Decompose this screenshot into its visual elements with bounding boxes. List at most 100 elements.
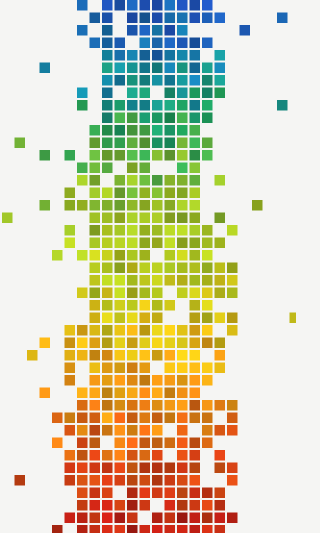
- pixel-tile: [115, 438, 126, 449]
- pixel-tile: [202, 300, 213, 311]
- pixel-tile: [202, 513, 213, 524]
- pixel-tile: [90, 388, 101, 399]
- pixel-tile: [115, 213, 126, 224]
- pixel-tile: [177, 463, 188, 474]
- pixel-tile: [127, 125, 138, 136]
- pixel-tile: [115, 150, 126, 161]
- pixel-tile: [152, 150, 163, 161]
- pixel-tile: [177, 125, 188, 136]
- pixel-tile: [152, 313, 163, 324]
- pixel-tile: [177, 400, 188, 411]
- pixel-tile: [15, 475, 26, 486]
- pixel-tile: [140, 463, 151, 474]
- pixel-tile: [190, 13, 201, 24]
- pixel-tile: [177, 475, 188, 486]
- pixel-tile: [202, 138, 213, 149]
- pixel-tile: [77, 463, 88, 474]
- pixel-tile: [177, 50, 188, 61]
- pixel-tile: [190, 388, 201, 399]
- pixel-tile: [152, 13, 163, 24]
- pixel-tile: [127, 138, 138, 149]
- pixel-tile: [90, 250, 101, 261]
- pixel-tile: [127, 525, 138, 533]
- pixel-tile: [102, 150, 113, 161]
- pixel-tile: [215, 513, 226, 524]
- pixel-tile: [115, 175, 126, 186]
- pixel-tile: [140, 363, 151, 374]
- pixel-tile: [77, 525, 88, 533]
- pixel-tile: [190, 250, 201, 261]
- pixel-tile: [152, 288, 163, 299]
- pixel-tile: [190, 313, 201, 324]
- pixel-tile: [127, 388, 138, 399]
- pixel-tile: [127, 350, 138, 361]
- pixel-tile: [127, 188, 138, 199]
- pixel-tile: [115, 75, 126, 86]
- pixel-tile: [140, 88, 151, 99]
- pixel-tile: [165, 413, 176, 424]
- pixel-tile: [152, 175, 163, 186]
- pixel-tile: [177, 288, 188, 299]
- pixel-tile: [140, 0, 151, 11]
- pixel-tile: [202, 13, 213, 24]
- pixel-tile: [102, 325, 113, 336]
- pixel-tile: [90, 125, 101, 136]
- pixel-tile: [190, 375, 201, 386]
- pixel-tile: [77, 200, 88, 211]
- pixel-tile: [77, 438, 88, 449]
- body: (() => { const data = JSON.parse(documen…: [0, 0, 320, 533]
- pixel-tile: [190, 325, 201, 336]
- pixel-tile: [115, 388, 126, 399]
- pixel-tile: [177, 163, 188, 174]
- pixel-tile: [127, 0, 138, 11]
- pixel-tile: [102, 138, 113, 149]
- pixel-tile: [140, 288, 151, 299]
- pixel-tile: [190, 75, 201, 86]
- pixel-tile: [77, 338, 88, 349]
- pixel-tile: [90, 175, 101, 186]
- pixel-tile: [77, 425, 88, 436]
- pixel-tile: [115, 225, 126, 236]
- pixel-tile: [190, 175, 201, 186]
- pixel-tile: [277, 100, 288, 111]
- pixel-tile: [90, 200, 101, 211]
- pixel-tile: [140, 388, 151, 399]
- pixel-tile: [202, 488, 213, 499]
- pixel-tile: [65, 225, 76, 236]
- pixel-tile: [165, 75, 176, 86]
- pixel-tile: [90, 525, 101, 533]
- pixel-tile: [102, 188, 113, 199]
- pixel-tile: [165, 200, 176, 211]
- pixel-tile: [190, 300, 201, 311]
- pixel-tile: [202, 150, 213, 161]
- pixel-tile: [152, 488, 163, 499]
- pixel-tile: [227, 463, 238, 474]
- pixel-tile: [215, 488, 226, 499]
- pixel-tile: [165, 100, 176, 111]
- pixel-tile: [140, 338, 151, 349]
- pixel-tile: [115, 413, 126, 424]
- pixel-tile: [77, 25, 88, 36]
- pixel-tile: [65, 238, 76, 249]
- pixel-tile: [190, 288, 201, 299]
- pixel-tile: [102, 238, 113, 249]
- pixel-tile: [127, 475, 138, 486]
- pixel-tile: [190, 350, 201, 361]
- pixel-tile: [52, 413, 63, 424]
- pixel-tile: [277, 13, 288, 24]
- pixel-tile: [190, 225, 201, 236]
- pixel-tile: [165, 50, 176, 61]
- pixel-tile: [215, 338, 226, 349]
- pixel-tile: [165, 225, 176, 236]
- pixel-tile: [140, 475, 151, 486]
- pixel-tile: [115, 100, 126, 111]
- pixel-tile: [127, 413, 138, 424]
- pixel-tile: [177, 350, 188, 361]
- pixel-tile: [140, 50, 151, 61]
- pixel-tile: [177, 175, 188, 186]
- pixel-tile: [127, 500, 138, 511]
- pixel-tile: [190, 438, 201, 449]
- pixel-tile: [140, 263, 151, 274]
- pixel-tile: [165, 475, 176, 486]
- pixel-tile: [227, 288, 238, 299]
